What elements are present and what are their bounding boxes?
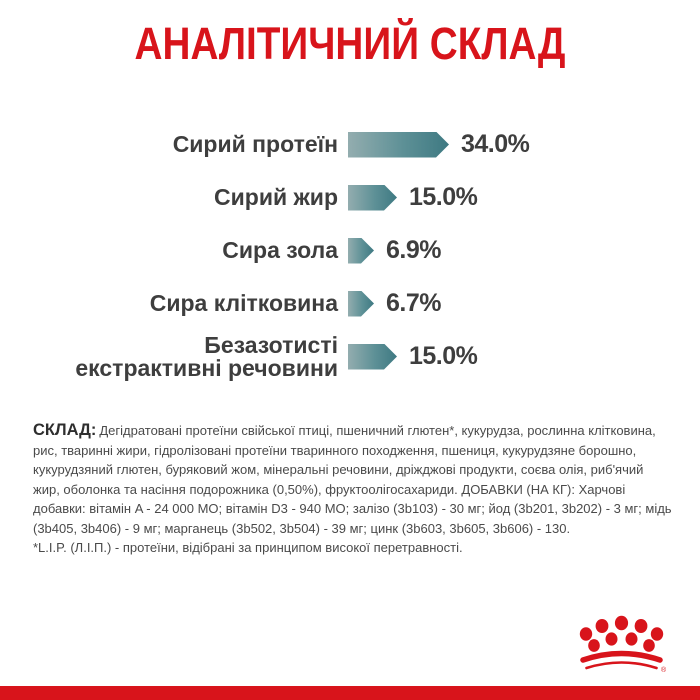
chart-row-ash: Сира зола 6.9% [0, 224, 700, 277]
composition-section: СКЛАД: Дегідратовані протеїни свійської п… [33, 421, 673, 558]
bar-label: Безазотисті екстрактивні речовини [75, 331, 338, 381]
bar-label: Сирий жир [214, 184, 338, 210]
chart-row-nfe: Безазотисті екстрактивні речовини 15.0% [0, 330, 700, 383]
bar-value: 6.7% [386, 289, 441, 317]
registered-mark: ® [661, 666, 667, 674]
bar-arrow [348, 132, 449, 158]
bar-arrow [348, 291, 374, 317]
bar-label: Сирий протеїн [172, 131, 338, 157]
composition-text: Дегідратовані протеїни свійської птиці, … [33, 423, 672, 536]
composition-paragraph: СКЛАД: Дегідратовані протеїни свійської п… [33, 421, 673, 538]
bar-arrow [348, 185, 397, 211]
bar-value: 15.0% [409, 183, 478, 211]
composition-label: СКЛАД: [33, 421, 97, 439]
bar-arrow [348, 344, 397, 370]
bar-value: 6.9% [386, 236, 441, 264]
chart-row-fibre: Сира клітковина 6.7% [0, 277, 700, 330]
bar-value: 34.0% [461, 130, 530, 158]
bar-label: Сира зола [222, 237, 338, 263]
royal-canin-logo: ® [578, 615, 670, 685]
bar-label: Сира клітковина [149, 290, 338, 316]
lip-footnote: *L.I.P. (Л.І.П.) - протеїни, відібрані з… [33, 540, 463, 555]
page-title: АНАЛІТИЧНИЙ СКЛАД [134, 18, 566, 69]
bar-arrow [348, 238, 374, 264]
bar-value: 15.0% [409, 342, 478, 370]
chart-row-fat: Сирий жир 15.0% [0, 171, 700, 224]
analytical-composition-chart: Сирий протеїн 34.0% Сирий жир 15.0% Сира… [0, 118, 700, 383]
footer-red-bar [0, 686, 700, 700]
crown-icon: ® [579, 615, 667, 674]
chart-row-protein: Сирий протеїн 34.0% [0, 118, 700, 171]
